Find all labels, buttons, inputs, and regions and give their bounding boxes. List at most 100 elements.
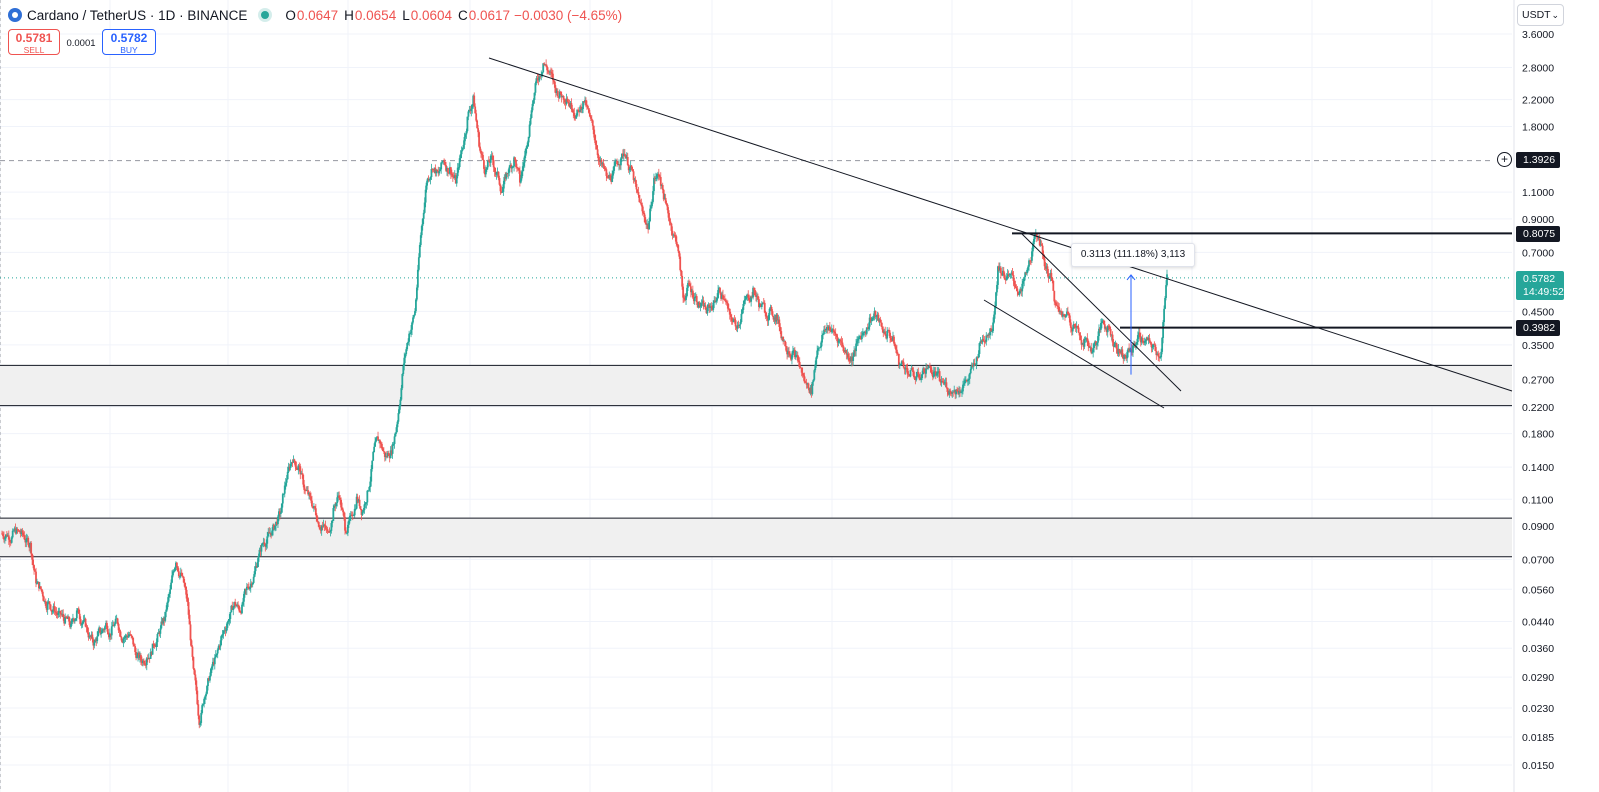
candle-body bbox=[529, 117, 532, 125]
candle-body bbox=[505, 173, 508, 179]
candle-body bbox=[1123, 354, 1126, 359]
candle-body bbox=[1024, 272, 1027, 278]
candle-body bbox=[830, 329, 833, 332]
candle-body bbox=[936, 371, 939, 374]
candle-body bbox=[752, 287, 754, 298]
candle-body bbox=[207, 678, 209, 687]
candle-body bbox=[873, 310, 876, 317]
candle-body bbox=[422, 212, 425, 219]
candle-body bbox=[509, 164, 512, 168]
candle-body bbox=[634, 179, 637, 184]
price-range-measure-label[interactable]: 0.3113 (111.18%) 3,113 bbox=[1071, 243, 1195, 267]
plus-circle-icon[interactable]: + bbox=[1497, 152, 1512, 167]
candle-body bbox=[185, 589, 188, 599]
candle-body bbox=[268, 532, 271, 534]
candle-body bbox=[298, 465, 301, 467]
candle-body bbox=[363, 504, 366, 511]
candle-body bbox=[519, 178, 522, 183]
candle-body bbox=[518, 170, 521, 183]
candle-body bbox=[1115, 342, 1118, 349]
candle-body bbox=[248, 587, 251, 589]
candle-body bbox=[161, 621, 164, 624]
candle-body bbox=[129, 634, 132, 636]
candle-body bbox=[749, 300, 752, 302]
candle-body bbox=[360, 509, 363, 515]
candle-body bbox=[252, 576, 255, 583]
candle-body bbox=[500, 191, 503, 193]
candle-body bbox=[608, 175, 611, 178]
candle-body bbox=[1120, 349, 1123, 353]
high-label: H bbox=[344, 7, 354, 23]
candle-body bbox=[859, 336, 861, 338]
candle-body bbox=[1040, 244, 1043, 246]
candle-body bbox=[603, 166, 606, 169]
candle-body bbox=[440, 162, 443, 170]
candle-body bbox=[689, 284, 691, 287]
candle-body bbox=[36, 583, 38, 585]
candle-body bbox=[817, 348, 820, 351]
candle-body bbox=[295, 466, 298, 470]
candle-body bbox=[731, 321, 734, 323]
candle-body bbox=[1125, 356, 1128, 359]
candle-body bbox=[679, 256, 682, 271]
candle-body bbox=[112, 624, 115, 626]
symbol-title[interactable]: Cardano / TetherUS · 1D · BINANCE bbox=[27, 7, 248, 23]
candle-body bbox=[328, 532, 331, 533]
candle-body bbox=[493, 167, 496, 172]
candle-body bbox=[779, 326, 782, 332]
candle-body bbox=[212, 661, 215, 665]
candle-body bbox=[1063, 314, 1065, 316]
candle-body bbox=[143, 663, 146, 665]
candle-body bbox=[796, 354, 799, 361]
buy-button[interactable]: 0.5782 BUY bbox=[102, 29, 156, 55]
price-axis[interactable]: 3.6000 2.8000 2.2000 1.8000 1.1000 0.9000 0.70… bbox=[1513, 0, 1554, 792]
candle-body bbox=[772, 315, 775, 320]
candle-body bbox=[1045, 266, 1048, 269]
candle-body bbox=[413, 315, 415, 318]
candle-body bbox=[980, 341, 983, 343]
candle-body bbox=[365, 502, 368, 504]
candle-body bbox=[250, 583, 253, 585]
candle-body bbox=[538, 76, 541, 81]
candle-body bbox=[1019, 288, 1022, 294]
low-value: 0.0604 bbox=[410, 7, 453, 23]
candle-body bbox=[97, 631, 100, 637]
candle-body bbox=[253, 571, 256, 577]
candle-body bbox=[415, 287, 418, 300]
candle-body bbox=[504, 176, 507, 179]
candle-body bbox=[412, 317, 414, 323]
candle-body bbox=[314, 508, 317, 515]
candle-body bbox=[818, 347, 821, 349]
candle-body bbox=[810, 387, 813, 394]
candle-body bbox=[126, 635, 129, 638]
candle-body bbox=[917, 371, 920, 375]
candle-body bbox=[950, 392, 953, 394]
candle-body bbox=[483, 160, 485, 169]
candle-body bbox=[956, 389, 959, 392]
sell-button[interactable]: 0.5781 SELL bbox=[8, 29, 60, 55]
currency-selector[interactable]: USDT ⌄ bbox=[1517, 4, 1564, 26]
candle-body bbox=[317, 522, 320, 527]
candle-body bbox=[881, 326, 884, 330]
candle-body bbox=[636, 189, 639, 193]
candle-body bbox=[643, 212, 646, 218]
candle-body bbox=[361, 511, 364, 515]
candle-body bbox=[777, 319, 780, 321]
candle-body bbox=[338, 495, 341, 498]
candle-body bbox=[1143, 341, 1146, 343]
candle-body bbox=[793, 349, 796, 358]
candle-body bbox=[109, 633, 112, 636]
candle-body bbox=[73, 618, 75, 621]
wedge-upper-line bbox=[1020, 232, 1182, 392]
candle-body bbox=[926, 368, 928, 369]
candle-body bbox=[672, 234, 675, 236]
candle-body bbox=[275, 521, 277, 526]
candle-body bbox=[45, 605, 48, 610]
candle-body bbox=[1144, 339, 1147, 342]
candle-body bbox=[209, 675, 211, 681]
candle-body bbox=[924, 372, 926, 374]
candle-body bbox=[581, 108, 583, 110]
candle-body bbox=[945, 382, 948, 388]
candle-body bbox=[1083, 339, 1086, 347]
